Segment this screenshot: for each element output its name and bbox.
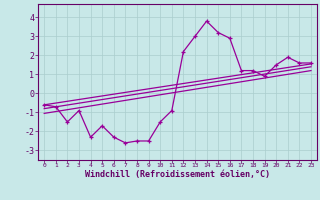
X-axis label: Windchill (Refroidissement éolien,°C): Windchill (Refroidissement éolien,°C) (85, 170, 270, 179)
